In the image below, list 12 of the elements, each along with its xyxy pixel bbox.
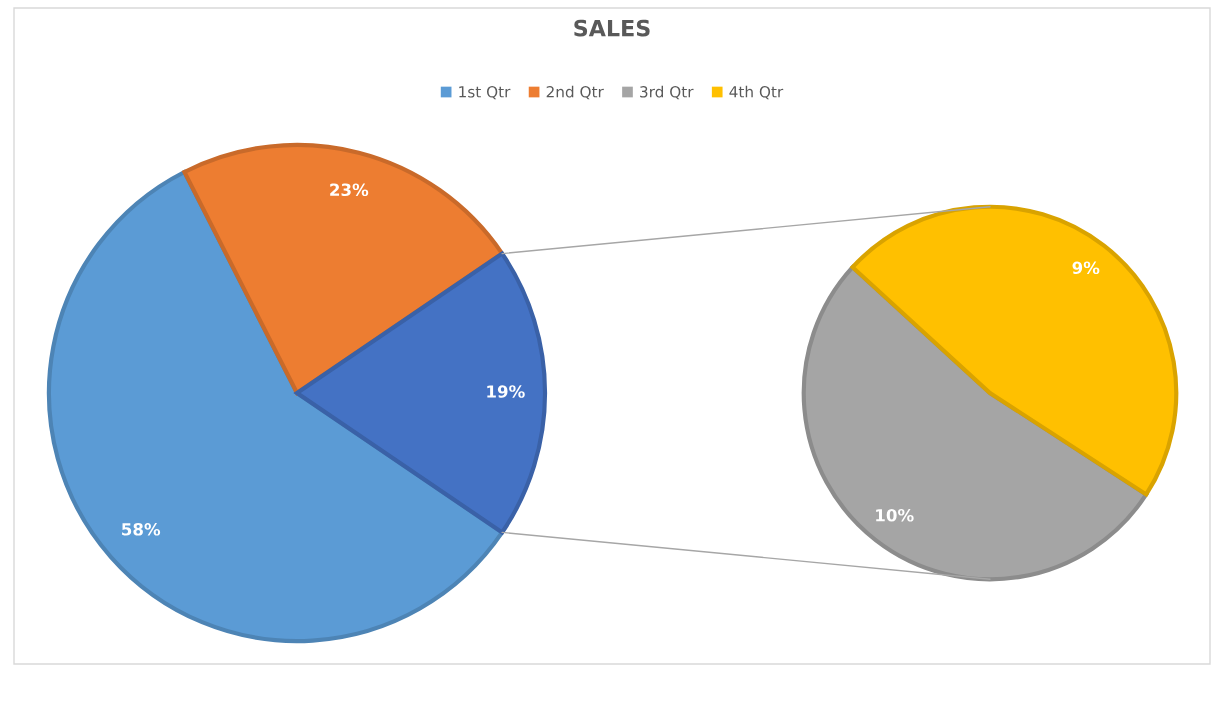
data-label: 10% [876, 508, 914, 522]
data-label: 58% [122, 523, 161, 536]
legend-label: 1st Qtr [459, 86, 511, 100]
legend-label: 3rd Qtr [640, 85, 694, 100]
data-label: 9% [1072, 261, 1100, 275]
pie-slice [294, 251, 548, 535]
legend-label: 2nd Qtr [546, 85, 604, 100]
data-label: 23% [330, 183, 369, 197]
chart-title: SALES [574, 19, 650, 37]
pie-slice [850, 204, 1179, 497]
legend-label: 4th Qtr [729, 85, 784, 100]
data-label: 19% [487, 385, 525, 398]
